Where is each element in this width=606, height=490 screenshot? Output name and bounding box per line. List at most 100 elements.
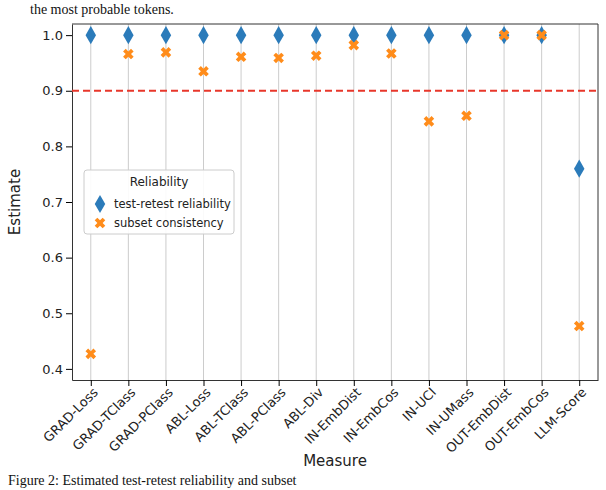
point bbox=[311, 26, 321, 44]
x-tick-mark bbox=[542, 380, 543, 386]
legend-label: subset consistency bbox=[114, 216, 224, 230]
x-tick: IN-EmbCos bbox=[340, 380, 401, 446]
point bbox=[86, 26, 96, 44]
grid-line bbox=[428, 24, 429, 380]
point bbox=[120, 46, 136, 62]
point bbox=[273, 26, 283, 44]
point bbox=[534, 27, 550, 43]
x-tick-label: LLM-Score bbox=[531, 385, 589, 443]
point bbox=[383, 46, 399, 62]
y-tick: 0.8 bbox=[42, 139, 72, 154]
x-tick-label: IN-EmbCos bbox=[340, 384, 401, 445]
y-axis-title: Estimate bbox=[6, 169, 24, 235]
point bbox=[161, 26, 171, 44]
x-axis-line bbox=[73, 380, 599, 381]
legend-label: test-retest reliability bbox=[114, 197, 231, 211]
x-tick-mark bbox=[391, 380, 392, 386]
reference-line bbox=[72, 90, 598, 92]
frame bbox=[72, 24, 598, 25]
y-tick-label: 0.9 bbox=[42, 83, 63, 98]
y-tick: 0.6 bbox=[42, 250, 72, 265]
y-tick-mark bbox=[66, 313, 72, 314]
y-tick-label: 0.5 bbox=[42, 306, 63, 321]
x-tick-label: ABL-PClass bbox=[228, 384, 289, 445]
point bbox=[158, 44, 174, 60]
x-tick-mark bbox=[579, 380, 580, 386]
point bbox=[196, 63, 212, 79]
y-tick-mark bbox=[66, 91, 72, 92]
grid bbox=[91, 24, 579, 380]
x-tick-mark bbox=[467, 380, 468, 386]
point bbox=[308, 48, 324, 64]
legend-marker bbox=[92, 215, 108, 231]
x-tick-mark bbox=[354, 380, 355, 386]
grid-line bbox=[391, 24, 392, 380]
point bbox=[346, 37, 362, 53]
legend-marker bbox=[95, 195, 105, 213]
grid-line bbox=[278, 24, 279, 380]
x-tick-label: GRAD-TClass bbox=[70, 384, 139, 453]
x-tick-label: OUT-EmbDist bbox=[443, 385, 514, 456]
chart: 0.4 0.5 0.6 0.7 0.8 0.9 1.0 GRAD-LossGRAD-TClas… bbox=[0, 0, 606, 490]
y-tick-mark bbox=[66, 35, 72, 36]
x-tick: OUT-EmbDist bbox=[443, 380, 514, 456]
plot: 0.4 0.5 0.6 0.7 0.8 0.9 1.0 GRAD-LossGRAD-TClas… bbox=[40, 24, 598, 456]
grid-line bbox=[353, 24, 354, 380]
x-tick-mark bbox=[91, 380, 92, 386]
annotation: the most probable tokens. bbox=[30, 2, 174, 17]
x-tick-mark bbox=[128, 380, 129, 386]
y-tick-mark bbox=[66, 258, 72, 259]
y-tick-label: 1.0 bbox=[42, 28, 63, 43]
legend-box bbox=[84, 170, 234, 234]
grid-line bbox=[316, 24, 317, 380]
x-tick-mark bbox=[166, 380, 167, 386]
point bbox=[421, 113, 437, 129]
point bbox=[198, 26, 208, 44]
x-tick-mark bbox=[504, 380, 505, 386]
x-tick-mark bbox=[204, 380, 205, 386]
x-tick-mark bbox=[316, 380, 317, 386]
x-tick: LLM-Score bbox=[531, 380, 589, 442]
y-tick-label: 0.8 bbox=[42, 139, 63, 154]
y-tick-label: 0.7 bbox=[42, 195, 63, 210]
point bbox=[233, 49, 249, 65]
point bbox=[496, 27, 512, 43]
x-tick-mark bbox=[279, 380, 280, 386]
x-tick-label: OUT-EmbCos bbox=[482, 384, 552, 454]
grid-line bbox=[241, 24, 242, 380]
y-tick-mark bbox=[66, 369, 72, 370]
y-tick: 0.7 bbox=[42, 195, 72, 210]
y-tick: 0.5 bbox=[42, 306, 72, 321]
point bbox=[424, 26, 434, 44]
y-tick: 0.4 bbox=[42, 362, 72, 377]
point bbox=[236, 26, 246, 44]
y-axis-line bbox=[72, 25, 73, 381]
y-tick-label: 0.6 bbox=[42, 250, 63, 265]
grid-line bbox=[541, 24, 542, 380]
point bbox=[574, 160, 584, 178]
y-tick-mark bbox=[66, 202, 72, 203]
x-tick-mark bbox=[429, 380, 430, 386]
legend-title: Reliability bbox=[130, 175, 189, 189]
y-tick: 1.0 bbox=[42, 28, 72, 43]
annotation: Figure 2: Estimated test-retest reliabil… bbox=[8, 473, 297, 488]
legend: Reliability test-retest reliability subset… bbox=[84, 170, 234, 234]
point bbox=[83, 346, 99, 362]
point bbox=[461, 26, 471, 44]
point bbox=[386, 26, 396, 44]
y-tick: 0.9 bbox=[42, 83, 72, 98]
grid-line bbox=[504, 24, 505, 380]
grid-line bbox=[466, 24, 467, 380]
x-tick: OUT-EmbCos bbox=[482, 380, 552, 455]
y-axis: 0.4 0.5 0.6 0.7 0.8 0.9 1.0 bbox=[42, 25, 72, 381]
point bbox=[123, 26, 133, 44]
y-tick-mark bbox=[66, 146, 72, 147]
point bbox=[271, 50, 287, 66]
marks bbox=[72, 26, 598, 362]
x-axis-title: Measure bbox=[303, 452, 367, 470]
x-tick: ABL-PClass bbox=[228, 380, 289, 446]
x-tick-label: GRAD-PClass bbox=[106, 384, 176, 454]
point bbox=[571, 318, 587, 334]
x-axis: GRAD-LossGRAD-TClassGRAD-PClassABL-LossA… bbox=[40, 380, 598, 456]
y-tick-label: 0.4 bbox=[42, 362, 63, 377]
